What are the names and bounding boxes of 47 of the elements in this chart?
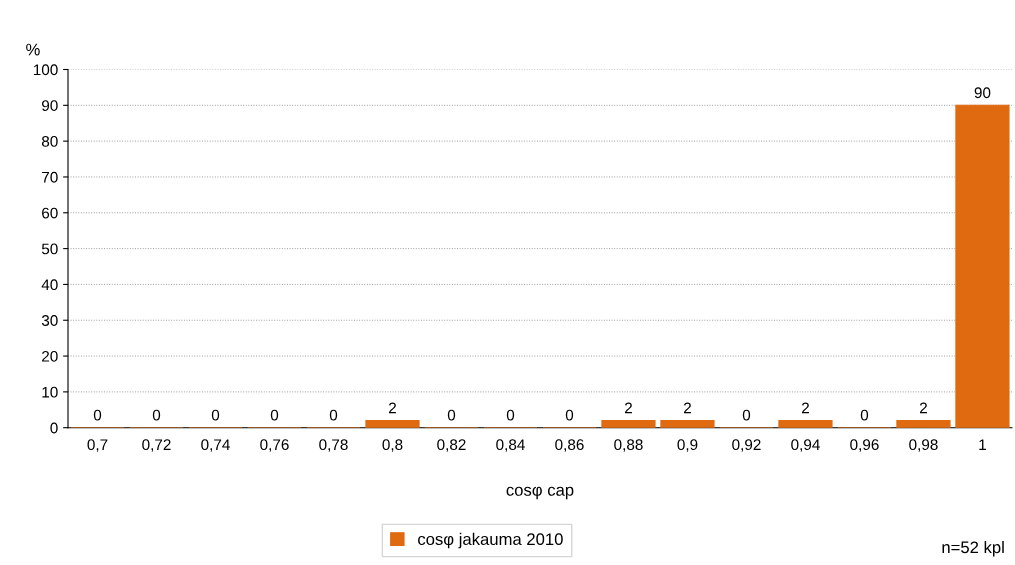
data-label: 2 [625, 402, 632, 414]
x-tick-label: 0,8 [382, 439, 403, 452]
y-axis-title: % [26, 43, 40, 56]
x-tick-label: 0,94 [791, 439, 820, 452]
y-tick-label: 10 [42, 386, 58, 398]
y-tick-label: 70 [42, 171, 58, 183]
x-tick-label: 0,7 [87, 439, 108, 452]
data-label: 0 [565, 409, 574, 421]
x-tick-label: 0,76 [260, 439, 289, 452]
y-tick-label: 50 [41, 243, 58, 255]
x-tick-label: 0,96 [850, 439, 879, 452]
x-tick-label: 1 [979, 439, 986, 450]
y-tick-label: 20 [42, 350, 58, 362]
legend-label: cosφ jakauma 2010 [418, 532, 563, 549]
data-label: 2 [919, 402, 927, 414]
x-tick-label: 0,86 [555, 439, 584, 452]
data-label: 2 [683, 402, 691, 414]
data-label: 2 [389, 402, 396, 414]
y-tick-label: 30 [41, 315, 58, 326]
x-tick-label: 0,84 [496, 439, 525, 452]
data-label: 0 [211, 409, 220, 421]
y-tick-label: 90 [42, 100, 58, 111]
x-tick-label: 0,98 [909, 439, 938, 452]
x-tick-label: 0,82 [437, 439, 466, 452]
data-label: 0 [270, 409, 279, 421]
data-label: 0 [860, 409, 869, 421]
x-tick-label: 0,78 [319, 439, 348, 452]
text: n=52 kpl [942, 540, 1004, 557]
x-tick-label: 0,72 [142, 439, 171, 452]
x-tick-label: 0,88 [614, 439, 643, 452]
data-label: 2 [801, 402, 809, 414]
x-tick-label: 0,9 [677, 439, 698, 452]
x-axis-title: cosφ cap [506, 486, 574, 500]
data-label: 0 [506, 409, 515, 421]
data-label: 0 [93, 409, 102, 421]
data-label: 0 [329, 409, 338, 421]
y-tick-label: 60 [42, 207, 58, 219]
data-label: 0 [447, 409, 456, 421]
y-tick-label: 0 [50, 422, 58, 434]
x-tick-label: 0,92 [732, 439, 761, 452]
y-tick-label: 80 [41, 136, 58, 147]
data-label: 0 [152, 409, 161, 421]
data-label: 90 [974, 87, 991, 99]
x-tick-label: 0,74 [201, 439, 230, 452]
data-label: 0 [742, 409, 751, 421]
y-tick-label: 100 [33, 64, 58, 76]
y-tick-label: 40 [41, 279, 58, 291]
